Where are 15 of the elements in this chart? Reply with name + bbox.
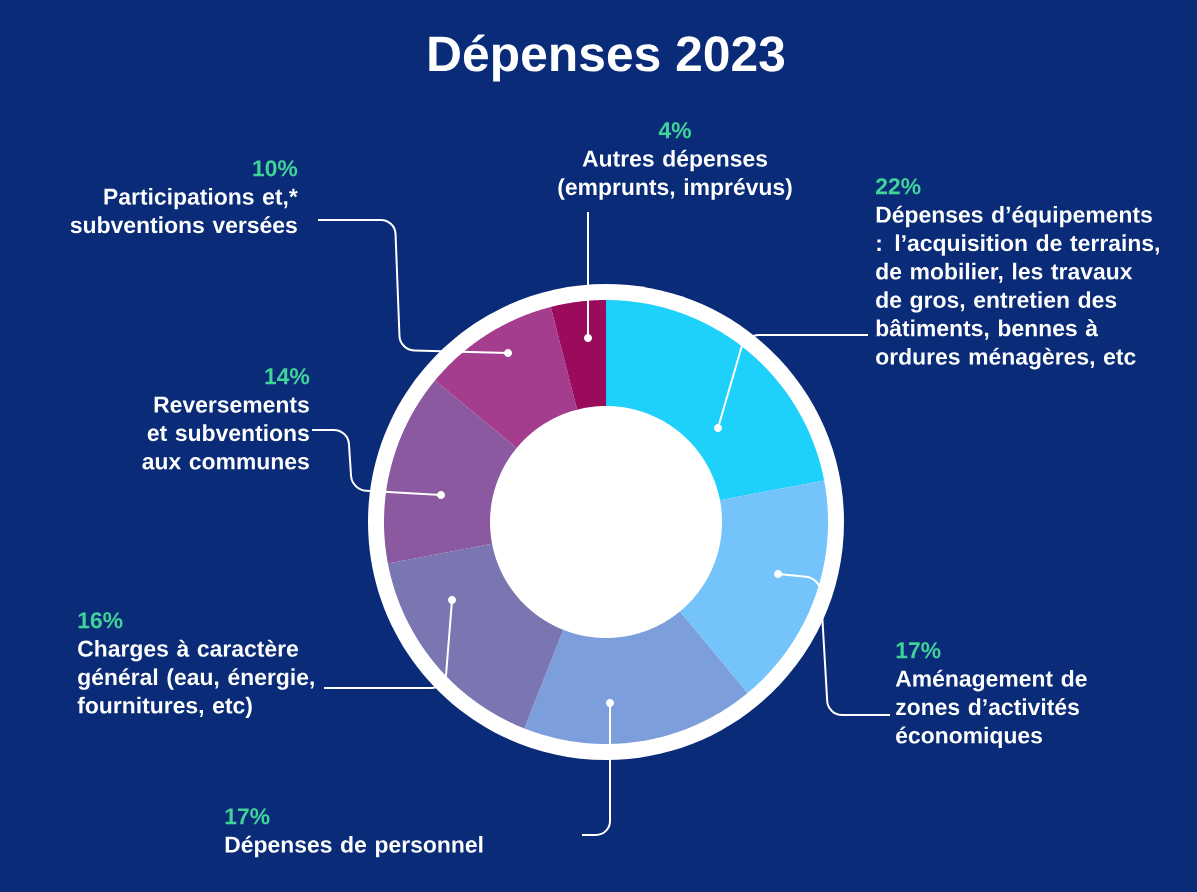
chart-title: Dépenses 2023: [429, 34, 785, 82]
data-label: 17%: [225, 808, 270, 825]
data-label: 14%: [265, 368, 310, 385]
slice-label: Charges à caractère général (eau, énergie, fournitures, etc): [77, 639, 314, 719]
slice-label: Aménagement de zones d’activités économiques: [895, 669, 1087, 749]
data-label: 16%: [78, 612, 123, 629]
data-label: 4%: [658, 122, 691, 139]
data-label: 22%: [876, 178, 921, 195]
slice-label: Dépenses de personnel: [225, 835, 483, 858]
data-label: 17%: [896, 642, 941, 659]
data-label: 10%: [253, 160, 298, 177]
slice-label: Reversements et subventions aux communes: [142, 396, 309, 470]
slice-label: Participations et,* subventions versées: [70, 187, 298, 234]
slice-label: Autres dépenses (emprunts, imprévus): [558, 149, 792, 200]
slice-label: Dépenses d’équipements : l’acquisition de terrains, de mobilier, les travaux de gros, entretien des bâtiments, bennes à ordures ménagères, etc: [876, 205, 1159, 370]
